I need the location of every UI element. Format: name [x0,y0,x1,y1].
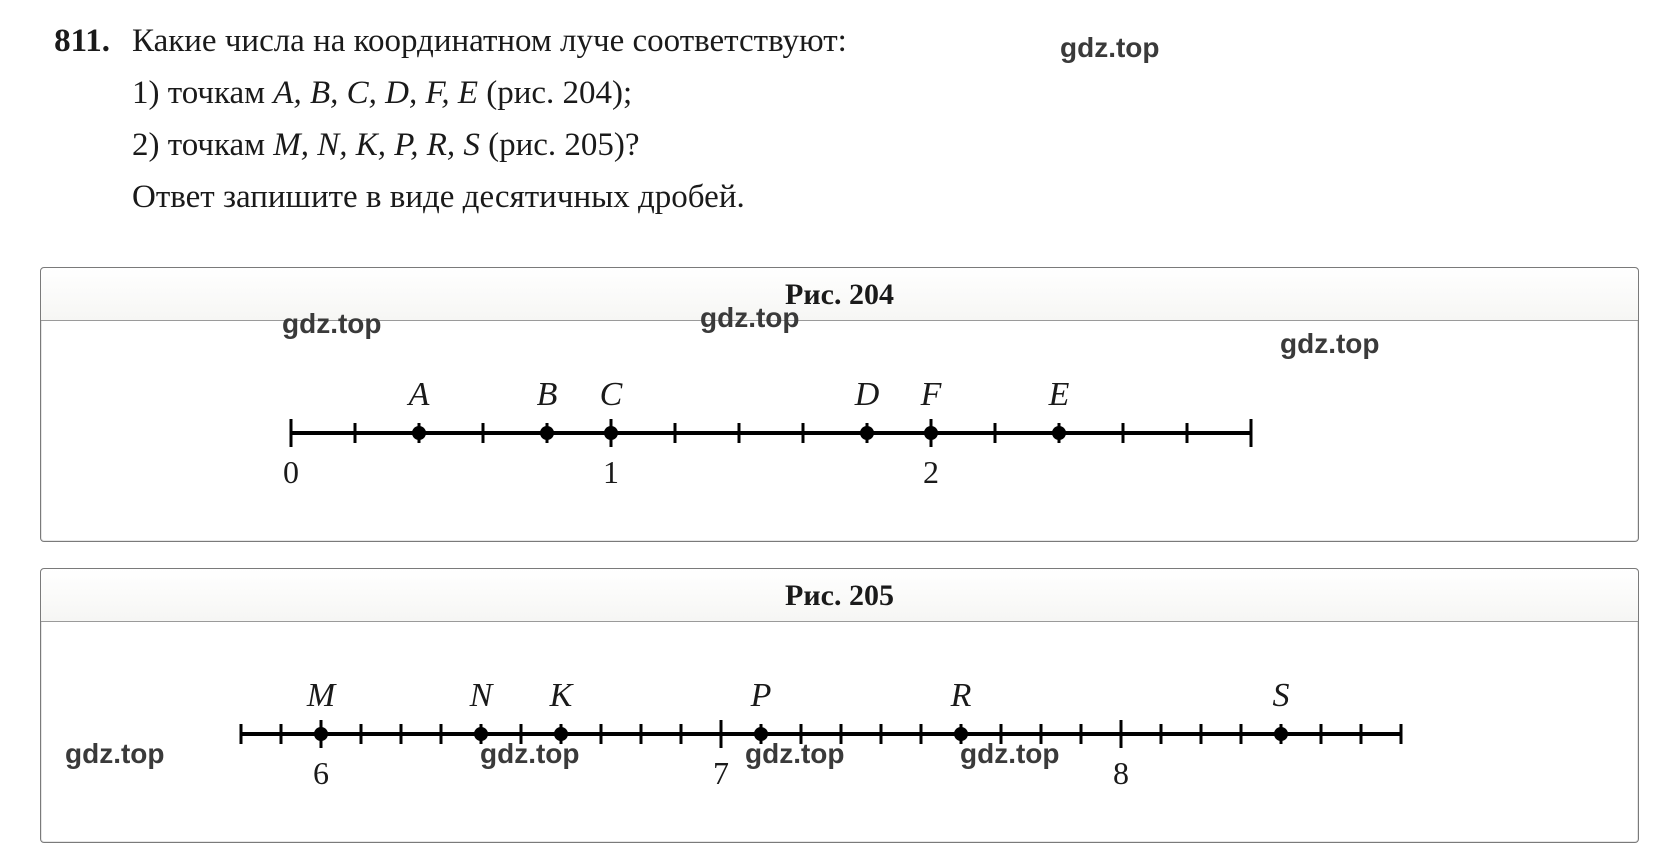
svg-text:K: K [549,677,575,714]
problem-line-1: 1) точкам A, B, C, D, F, E (рис. 204); [132,70,1639,118]
svg-text:A: A [407,376,430,413]
problem-tail: Ответ запишите в виде десятичных дробей. [132,174,1639,222]
number-line-204: 0 1 2 A B C D F E [61,357,1561,497]
svg-text:8: 8 [1113,755,1129,791]
watermark-text: gdz.top [65,738,165,770]
svg-text:M: M [306,677,337,714]
figure-205-body: 6 7 8 M N K P R S [41,622,1638,842]
problem-line-1-prefix: 1) точкам [132,75,273,111]
problem-intro: Какие числа на координатном луче соответ… [132,18,1639,66]
problem-number: 811. [40,18,110,66]
watermark-text: gdz.top [1280,328,1380,360]
page-root: 811. Какие числа на координатном луче со… [0,0,1679,245]
problem-line-2-suffix: (рис. 205)? [480,127,640,163]
svg-text:P: P [750,677,772,714]
problem-line-2: 2) точкам M, N, K, P, R, S (рис. 205)? [132,122,1639,170]
problem-line-2-prefix: 2) точкам [132,127,273,163]
problem-line-2-points: M, N, K, P, R, S [273,127,480,163]
watermark-text: gdz.top [960,738,1060,770]
svg-text:6: 6 [313,755,329,791]
svg-text:0: 0 [283,454,299,490]
svg-text:2: 2 [923,454,939,490]
figure-204-box: Рис. 204 0 1 2 A B C D F E [40,267,1639,542]
svg-text:D: D [854,376,880,413]
watermark-text: gdz.top [480,738,580,770]
svg-text:N: N [469,677,495,714]
watermark-text: gdz.top [700,302,800,334]
problem-block: 811. Какие числа на координатном луче со… [40,18,1639,225]
problem-text: Какие числа на координатном луче соответ… [132,18,1639,225]
svg-text:1: 1 [603,454,619,490]
svg-text:7: 7 [713,755,729,791]
figure-204-body: 0 1 2 A B C D F E [41,321,1638,541]
watermark-text: gdz.top [282,308,382,340]
figure-204-title: Рис. 204 [41,268,1638,321]
svg-text:R: R [950,677,972,714]
svg-text:B: B [537,376,558,413]
svg-text:C: C [600,376,623,413]
watermark-text: gdz.top [1060,32,1160,64]
problem-line-1-suffix: (рис. 204); [478,75,632,111]
figure-205-title: Рис. 205 [41,569,1638,622]
figure-205-box: Рис. 205 6 7 8 M N K P R S [40,568,1639,843]
svg-text:E: E [1048,376,1070,413]
svg-text:S: S [1273,677,1290,714]
number-line-205: 6 7 8 M N K P R S [61,658,1561,798]
problem-line-1-points: A, B, C, D, F, E [273,75,478,111]
svg-text:F: F [920,376,943,413]
watermark-text: gdz.top [745,738,845,770]
